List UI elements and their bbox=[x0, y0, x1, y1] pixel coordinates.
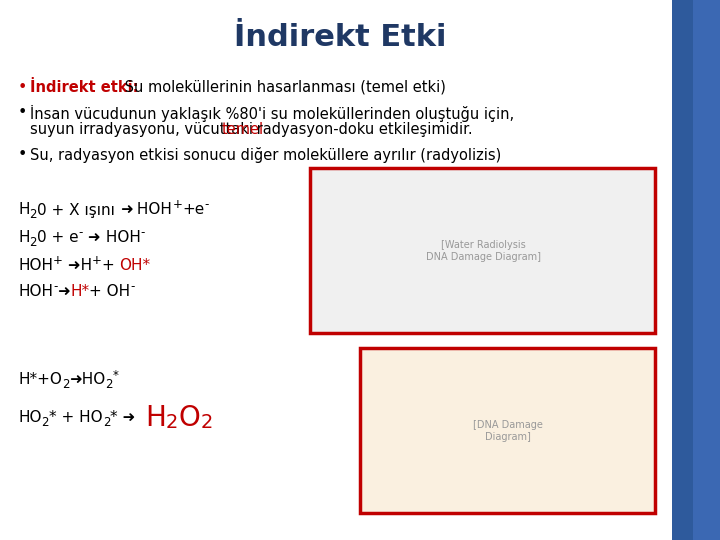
Text: +e: +e bbox=[182, 202, 204, 218]
Bar bbox=[672, 0, 720, 540]
Text: 0 + X ışını: 0 + X ışını bbox=[37, 202, 120, 218]
Text: +: + bbox=[172, 199, 182, 212]
Text: Su moleküllerinin hasarlanması (temel etki): Su moleküllerinin hasarlanması (temel et… bbox=[120, 80, 446, 95]
Text: 2: 2 bbox=[103, 416, 110, 429]
Text: temel: temel bbox=[222, 122, 264, 137]
Text: radyasyon-doku etkileşimidir.: radyasyon-doku etkileşimidir. bbox=[252, 122, 472, 137]
Text: 2: 2 bbox=[200, 414, 212, 433]
Text: 2: 2 bbox=[30, 208, 37, 221]
Text: OH*: OH* bbox=[120, 258, 150, 273]
Text: -: - bbox=[78, 226, 83, 240]
Text: ➜: ➜ bbox=[83, 231, 101, 246]
Text: ➜HO: ➜HO bbox=[69, 373, 106, 388]
Text: 2: 2 bbox=[42, 416, 49, 429]
Text: H: H bbox=[18, 202, 30, 218]
Text: -: - bbox=[130, 280, 135, 294]
Text: HOH: HOH bbox=[101, 231, 140, 246]
Text: H: H bbox=[145, 404, 166, 432]
Text: + OH: + OH bbox=[89, 285, 130, 300]
Text: * + HO: * + HO bbox=[49, 410, 103, 426]
Text: +: + bbox=[102, 258, 120, 273]
Text: suyun irradyasyonu, vücuttaki: suyun irradyasyonu, vücuttaki bbox=[30, 122, 258, 137]
FancyBboxPatch shape bbox=[310, 168, 655, 333]
Text: 2: 2 bbox=[62, 379, 69, 392]
Text: •: • bbox=[18, 80, 27, 95]
Text: ➜: ➜ bbox=[58, 285, 70, 300]
Text: * ➜: * ➜ bbox=[110, 410, 145, 426]
Text: *: * bbox=[113, 368, 119, 381]
Text: [Water Radiolysis
DNA Damage Diagram]: [Water Radiolysis DNA Damage Diagram] bbox=[426, 240, 541, 262]
Text: ➜H: ➜H bbox=[63, 258, 92, 273]
Text: H: H bbox=[18, 231, 30, 246]
Text: -: - bbox=[204, 199, 209, 212]
Text: 2: 2 bbox=[30, 237, 37, 249]
Text: HOH: HOH bbox=[132, 202, 172, 218]
Text: -: - bbox=[140, 226, 145, 240]
Text: H*+O: H*+O bbox=[18, 373, 62, 388]
Bar bbox=[693, 0, 720, 540]
Text: O: O bbox=[179, 404, 200, 432]
Text: İndirekt Etki: İndirekt Etki bbox=[234, 24, 446, 52]
Text: -: - bbox=[53, 280, 58, 294]
Text: HOH: HOH bbox=[18, 258, 53, 273]
FancyBboxPatch shape bbox=[360, 348, 655, 513]
Text: [DNA Damage
Diagram]: [DNA Damage Diagram] bbox=[473, 420, 543, 442]
Text: 2: 2 bbox=[106, 379, 113, 392]
Text: •: • bbox=[18, 147, 27, 162]
Text: İndirekt etki:: İndirekt etki: bbox=[30, 80, 138, 95]
Text: 0 + e: 0 + e bbox=[37, 231, 78, 246]
Text: HO: HO bbox=[18, 410, 42, 426]
Text: +: + bbox=[92, 253, 102, 267]
Text: ➜: ➜ bbox=[120, 202, 132, 218]
Text: İnsan vücudunun yaklaşık %80'i su moleküllerinden oluştuğu için,: İnsan vücudunun yaklaşık %80'i su molekü… bbox=[30, 105, 514, 122]
Text: Su, radyasyon etkisi sonucu diğer moleküllere ayrılır (radyolizis): Su, radyasyon etkisi sonucu diğer molekü… bbox=[30, 147, 501, 163]
Text: 2: 2 bbox=[166, 414, 179, 433]
Text: H*: H* bbox=[70, 285, 89, 300]
Text: HOH: HOH bbox=[18, 285, 53, 300]
Text: +: + bbox=[53, 253, 63, 267]
Text: •: • bbox=[18, 105, 27, 120]
